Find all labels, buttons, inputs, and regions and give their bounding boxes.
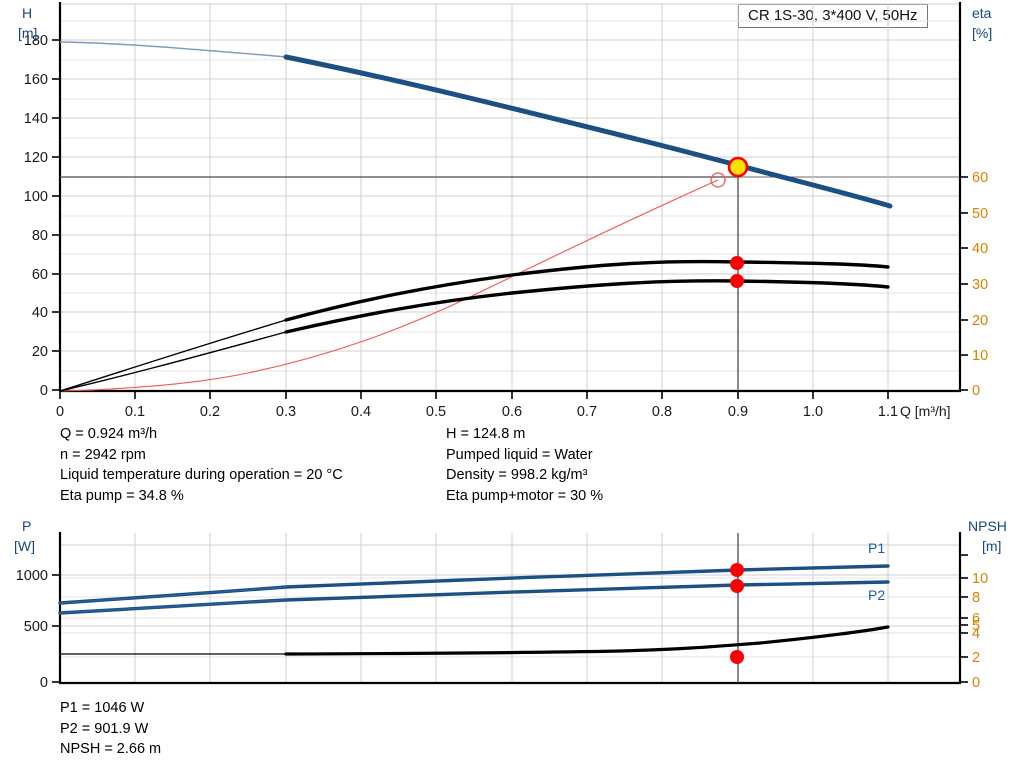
lower-chart: 0 500 1000 0 2 4 5 6 8 10 P [W] NPSH [m] — [14, 518, 1007, 691]
p1-curve-thin-overlay — [59, 586, 287, 604]
info-eta-pump: Eta pump = 34.8 % — [60, 487, 184, 504]
lower-left-tick-1000: 1000 — [16, 568, 48, 584]
upper-x-tick-0.2: 0.2 — [200, 404, 220, 420]
duty-point-marker[interactable] — [727, 156, 749, 178]
lower-right-tick-6: 6 — [972, 611, 980, 627]
info-temp: Liquid temperature during operation = 20… — [60, 467, 343, 483]
eta-pump-curve-thin — [59, 319, 287, 392]
lower-grid — [59, 533, 961, 682]
upper-left-ticks — [52, 39, 60, 391]
upper-right-tick-40: 40 — [972, 241, 988, 257]
upper-left-tick-60: 60 — [32, 267, 48, 283]
upper-right-tick-20: 20 — [972, 313, 988, 329]
info-density: Density = 998.2 kg/m³ — [446, 467, 588, 483]
p2-curve-thin — [59, 599, 287, 614]
upper-chart: 0 20 40 60 80 100 120 140 160 180 0 10 2… — [18, 2, 992, 420]
npsh-point-marker[interactable] — [730, 650, 744, 664]
lower-right-ticks — [960, 554, 968, 683]
upper-right-ticks — [960, 176, 968, 391]
head-curve-thin — [59, 41, 287, 58]
head-curve — [283, 54, 893, 209]
upper-right-tick-60: 60 — [972, 170, 988, 186]
eta-pump-point-marker[interactable] — [730, 256, 744, 270]
info-q: Q = 0.924 m³/h — [60, 426, 158, 442]
chart-title-box: CR 1S-30, 3*400 V, 50Hz — [738, 4, 928, 28]
upper-left-axis-label-1: H — [22, 5, 32, 21]
lower-left-tick-0: 0 — [40, 675, 48, 691]
info-eta-pump-motor: Eta pump+motor = 30 % — [446, 487, 604, 504]
lower-right-tick-0: 0 — [972, 675, 980, 691]
info-liquid: Pumped liquid = Water — [446, 446, 593, 463]
lower-right-tick-10: 10 — [972, 571, 988, 587]
upper-x-tick-1.1: 1.1 — [878, 404, 898, 420]
upper-right-tick-30: 30 — [972, 277, 988, 293]
upper-grid — [59, 3, 961, 390]
upper-right-tick-0: 0 — [972, 383, 980, 399]
lower-left-tick-500: 500 — [24, 619, 48, 635]
lower-right-tick-5: 5 — [972, 618, 980, 634]
upper-right-tick-10: 10 — [972, 348, 988, 364]
upper-left-tick-140: 140 — [24, 111, 48, 127]
eta-pump-motor-point-marker[interactable] — [730, 274, 744, 288]
upper-right-tick-50: 50 — [972, 206, 988, 222]
p2-point-marker[interactable] — [730, 579, 744, 593]
upper-right-axis-label-1: eta — [972, 5, 992, 21]
upper-x-tick-0.1: 0.1 — [125, 404, 145, 420]
p1-point-marker[interactable] — [730, 563, 744, 577]
info-n: n = 2942 rpm — [60, 446, 146, 463]
upper-left-tick-100: 100 — [24, 189, 48, 205]
p1-curve-label: P1 — [868, 540, 885, 556]
info-block-upper: Q = 0.924 m³/h n = 2942 rpm Liquid tempe… — [0, 424, 1024, 514]
info-npsh: NPSH = 2.66 m — [60, 741, 162, 757]
eta-pump-motor-curve-thin — [59, 331, 287, 392]
upper-x-tick-0.8: 0.8 — [652, 404, 672, 420]
upper-left-tick-160: 160 — [24, 72, 48, 88]
info-p2: P2 = 901.9 W — [60, 720, 149, 737]
eta-pump-motor-curve — [284, 279, 890, 334]
lower-left-axis-label-1: P — [22, 518, 31, 534]
lower-left-ticks — [52, 574, 60, 683]
upper-x-ticks — [59, 391, 889, 399]
upper-left-axis-label-2: [m] — [18, 25, 37, 41]
upper-right-axis-label-2: [%] — [972, 25, 992, 41]
upper-x-tick-0.3: 0.3 — [276, 404, 296, 420]
info-block-lower: P1 = 1046 W P2 = 901.9 W NPSH = 2.66 m — [60, 698, 161, 760]
p2-curve-label: P2 — [868, 587, 885, 603]
lower-right-axis-label-1: NPSH — [968, 518, 1007, 534]
lower-right-tick-2: 2 — [972, 650, 980, 666]
upper-x-tick-1.0: 1.0 — [803, 404, 823, 420]
eta-pump-curve — [284, 259, 890, 322]
upper-x-axis-label: Q [m³/h] — [900, 403, 951, 419]
upper-x-tick-0.6: 0.6 — [502, 404, 522, 420]
upper-left-tick-180: 180 — [24, 33, 48, 49]
upper-x-tick-0.5: 0.5 — [426, 404, 446, 420]
upper-left-tick-120: 120 — [24, 150, 48, 166]
lower-right-tick-4: 4 — [972, 626, 980, 642]
lower-right-tick-8: 8 — [972, 590, 980, 606]
upper-left-tick-20: 20 — [32, 344, 48, 360]
upper-left-tick-40: 40 — [32, 305, 48, 321]
lower-left-axis-label-2: [W] — [14, 538, 35, 554]
lower-right-axis-label-2: [m] — [982, 538, 1001, 554]
upper-x-tick-0: 0 — [56, 404, 64, 420]
upper-x-tick-0.4: 0.4 — [351, 404, 371, 420]
upper-left-tick-0: 0 — [40, 383, 48, 399]
npsh-curve — [284, 625, 890, 656]
upper-x-tick-0.7: 0.7 — [577, 404, 597, 420]
system-curve-point-marker — [710, 172, 726, 188]
upper-x-tick-0.9: 0.9 — [728, 404, 748, 420]
info-p1: P1 = 1046 W — [60, 700, 145, 716]
upper-left-tick-80: 80 — [32, 228, 48, 244]
system-curve — [59, 179, 719, 392]
info-h: H = 124.8 m — [446, 426, 526, 442]
